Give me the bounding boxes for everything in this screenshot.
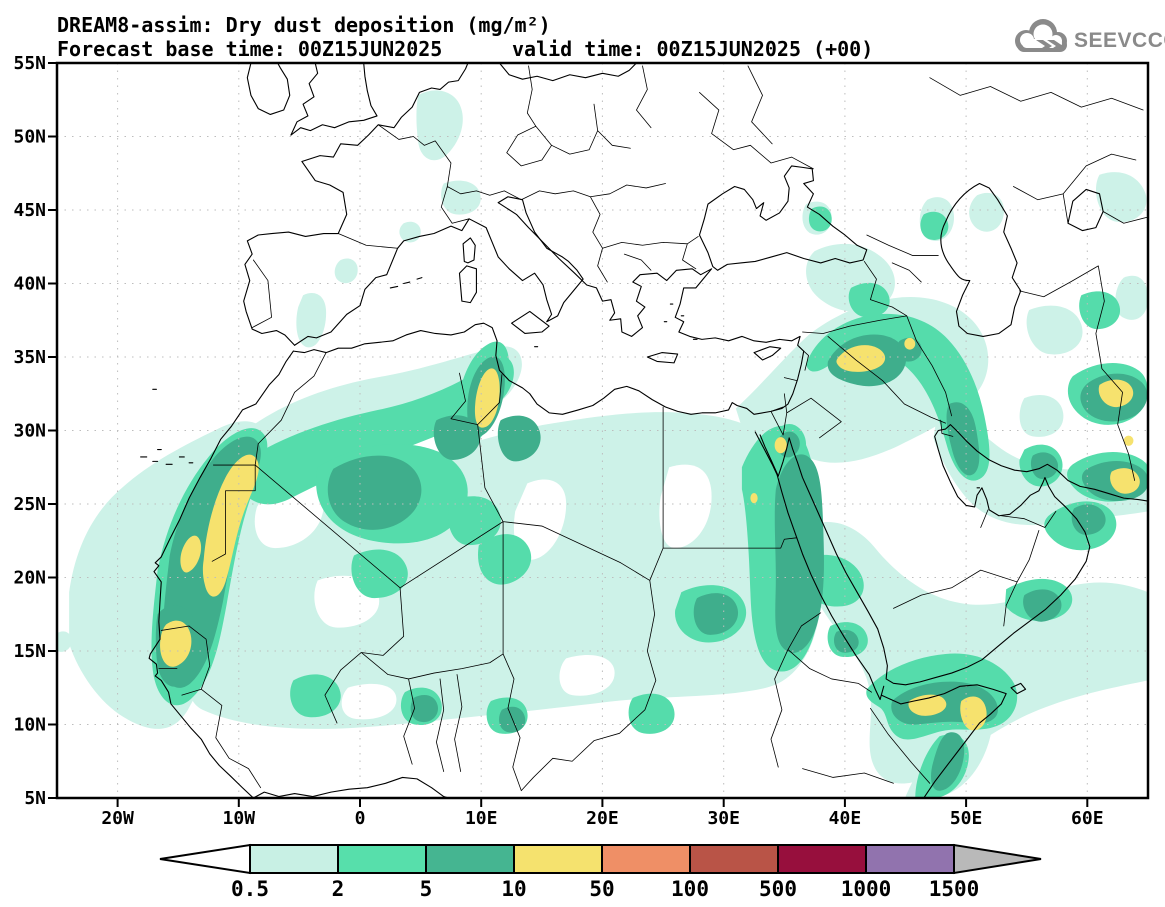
coastlines — [141, 63, 1148, 798]
valid-time-label: valid time: 00Z15JUN2025 (+00) — [512, 37, 873, 61]
colorbar-label: 10 — [501, 877, 526, 901]
lat-tick-label: 25N — [13, 494, 46, 515]
colorbar-label: 500 — [759, 877, 797, 901]
dust-layer-10-50 — [160, 337, 1140, 731]
dust-holes — [254, 464, 712, 720]
lon-tick-label: 50E — [950, 808, 983, 829]
lon-tick-label: 10E — [465, 808, 498, 829]
page-title: DREAM8-assim: Dry dust deposition (mg/m²… — [57, 13, 551, 37]
lat-tick-label: 20N — [13, 568, 46, 589]
colorbar-label: 0.5 — [231, 877, 269, 901]
chevron-right-icon — [1047, 40, 1063, 52]
colorbar-label: 1000 — [841, 877, 892, 901]
lat-tick-label: 10N — [13, 715, 46, 736]
lat-tick-label: 30N — [13, 421, 46, 442]
lat-tick-label: 15N — [13, 641, 46, 662]
chevron-right-icon — [1036, 40, 1052, 52]
country-borders — [159, 66, 1147, 791]
lon-axis: 20W 10W 0 10E 20E 30E 40E 50E 60E — [101, 808, 1103, 829]
lon-tick-label: 0 — [355, 808, 366, 829]
colorbar-labels: 0.5 2 5 10 50 100 500 1000 1500 — [231, 877, 979, 901]
colorbar-label: 1500 — [929, 877, 980, 901]
lat-tick-label: 45N — [13, 200, 46, 221]
colorbar-label: 50 — [589, 877, 614, 901]
colorbar-label: 2 — [332, 877, 345, 901]
header: DREAM8-assim: Dry dust deposition (mg/m²… — [57, 13, 873, 61]
lat-tick-label: 35N — [13, 347, 46, 368]
lat-tick-label: 5N — [24, 788, 46, 809]
lon-tick-label: 20E — [586, 808, 619, 829]
colorbar-label: 5 — [420, 877, 433, 901]
lat-tick-label: 55N — [13, 53, 46, 74]
lat-tick-label: 40N — [13, 274, 46, 295]
forecast-base-time-label: Forecast base time: 00Z15JUN2025 — [57, 37, 442, 61]
lon-tick-label: 30E — [707, 808, 740, 829]
colorbar-legend: 0.5 2 5 10 50 100 500 1000 1500 — [159, 843, 1042, 901]
axis-ticks — [48, 62, 1089, 807]
lon-tick-label: 60E — [1071, 808, 1104, 829]
colorbar-label: 100 — [671, 877, 709, 901]
cloud-icon — [1015, 19, 1067, 52]
graticule — [57, 63, 1148, 798]
lon-tick-label: 10W — [223, 808, 256, 829]
logo-text: SEEVCCC — [1074, 29, 1165, 52]
lon-tick-label: 40E — [829, 808, 862, 829]
map-area — [57, 63, 1148, 798]
lat-axis: 55N 50N 45N 40N 35N 30N 25N 20N 15N 10N … — [13, 53, 46, 809]
lon-tick-label: 20W — [101, 808, 134, 829]
lat-tick-label: 50N — [13, 127, 46, 148]
seevccc-logo: SEEVCCC — [1015, 19, 1165, 52]
